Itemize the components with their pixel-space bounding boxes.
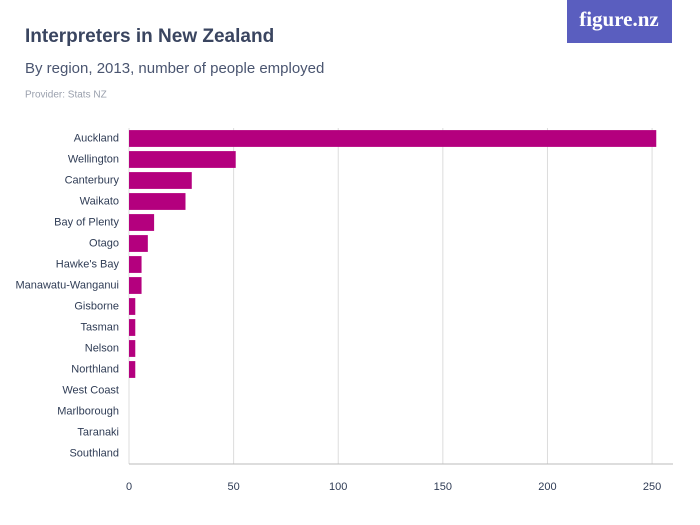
bar [129, 361, 136, 378]
bar [129, 214, 155, 231]
x-tick-label: 100 [329, 481, 347, 493]
y-tick-label: Manawatu-Wanganui [15, 279, 119, 291]
x-tick-label: 50 [227, 481, 239, 493]
y-tick-label: Wellington [68, 153, 119, 165]
y-tick-label: Bay of Plenty [54, 216, 119, 228]
y-tick-label: Waikato [80, 195, 119, 207]
x-tick-label: 0 [126, 481, 132, 493]
y-tick-label: Taranaki [77, 426, 119, 438]
y-tick-label: Canterbury [65, 174, 120, 186]
bar [129, 235, 148, 252]
y-tick-label: Southland [69, 447, 119, 459]
logo-box [567, 0, 672, 43]
bar [129, 130, 657, 147]
x-tick-label: 150 [434, 481, 452, 493]
y-tick-label: Marlborough [57, 405, 119, 417]
y-tick-label: Nelson [85, 342, 119, 354]
bar [129, 193, 186, 210]
y-tick-label: Northland [71, 363, 119, 375]
bar [129, 277, 142, 294]
bar [129, 319, 136, 336]
y-tick-label: Auckland [74, 132, 119, 144]
bar [129, 298, 136, 315]
y-tick-label: West Coast [62, 384, 119, 396]
chart-title: Interpreters in New Zealand [25, 26, 274, 47]
x-tick-label: 250 [643, 481, 661, 493]
bar [129, 340, 136, 357]
source: Provider: Stats NZ [25, 90, 107, 101]
bar [129, 151, 236, 168]
x-tick-label: 200 [538, 481, 556, 493]
bar [129, 256, 142, 273]
logo: figure.nz [579, 7, 659, 31]
y-tick-label: Gisborne [74, 300, 119, 312]
y-tick-label: Otago [89, 237, 119, 249]
chart-subtitle: By region, 2013, number of people employ… [25, 60, 324, 77]
y-tick-label: Hawke's Bay [56, 258, 120, 270]
bar [129, 172, 192, 189]
y-tick-label: Tasman [80, 321, 119, 333]
